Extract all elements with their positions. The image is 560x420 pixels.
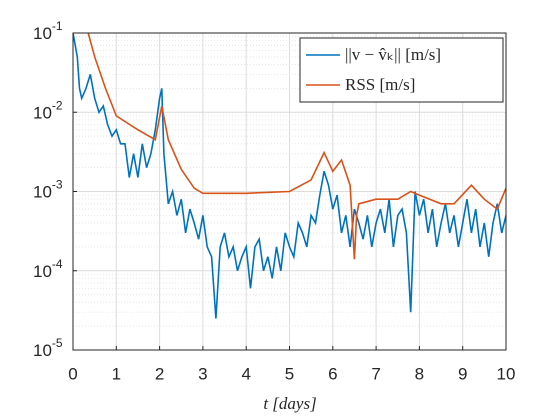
x-tick-label: 0 bbox=[68, 364, 77, 383]
x-tick-label: 8 bbox=[415, 364, 424, 383]
y-tick-exponent: -2 bbox=[52, 98, 63, 112]
y-tick-base: 10 bbox=[33, 262, 52, 281]
x-tick-label: 7 bbox=[371, 364, 380, 383]
y-tick-base: 10 bbox=[33, 341, 52, 360]
series-line bbox=[73, 33, 506, 319]
y-tick-base: 10 bbox=[33, 104, 52, 123]
y-tick-label: 10-3 bbox=[33, 178, 63, 202]
x-tick-label: 9 bbox=[458, 364, 467, 383]
legend-label: ||v − v̂ₖ|| [m/s] bbox=[345, 45, 441, 64]
x-tick-label: 2 bbox=[155, 364, 164, 383]
x-tick-label: 6 bbox=[328, 364, 337, 383]
y-tick-label: 10-5 bbox=[33, 336, 63, 360]
y-tick-label: 10-2 bbox=[33, 98, 63, 122]
y-tick-exponent: -5 bbox=[52, 336, 63, 350]
y-tick-base: 10 bbox=[33, 183, 52, 202]
x-tick-label: 1 bbox=[112, 364, 121, 383]
y-tick-base: 10 bbox=[33, 24, 52, 43]
y-tick-exponent: -3 bbox=[52, 178, 63, 192]
x-tick-label: 5 bbox=[285, 364, 294, 383]
x-tick-label: 4 bbox=[241, 364, 250, 383]
series-line bbox=[87, 33, 506, 260]
y-tick-exponent: -4 bbox=[52, 257, 63, 271]
x-tick-label: 10 bbox=[497, 364, 516, 383]
axes-frame bbox=[72, 32, 507, 351]
y-tick-exponent: -1 bbox=[52, 19, 63, 33]
legend-box bbox=[299, 37, 504, 103]
legend-label: RSS [m/s] bbox=[345, 75, 415, 94]
x-axis-label: t [days] bbox=[263, 394, 316, 413]
y-tick-label: 10-4 bbox=[33, 257, 63, 281]
y-tick-label: 10-1 bbox=[33, 19, 63, 43]
x-tick-label: 3 bbox=[198, 364, 207, 383]
